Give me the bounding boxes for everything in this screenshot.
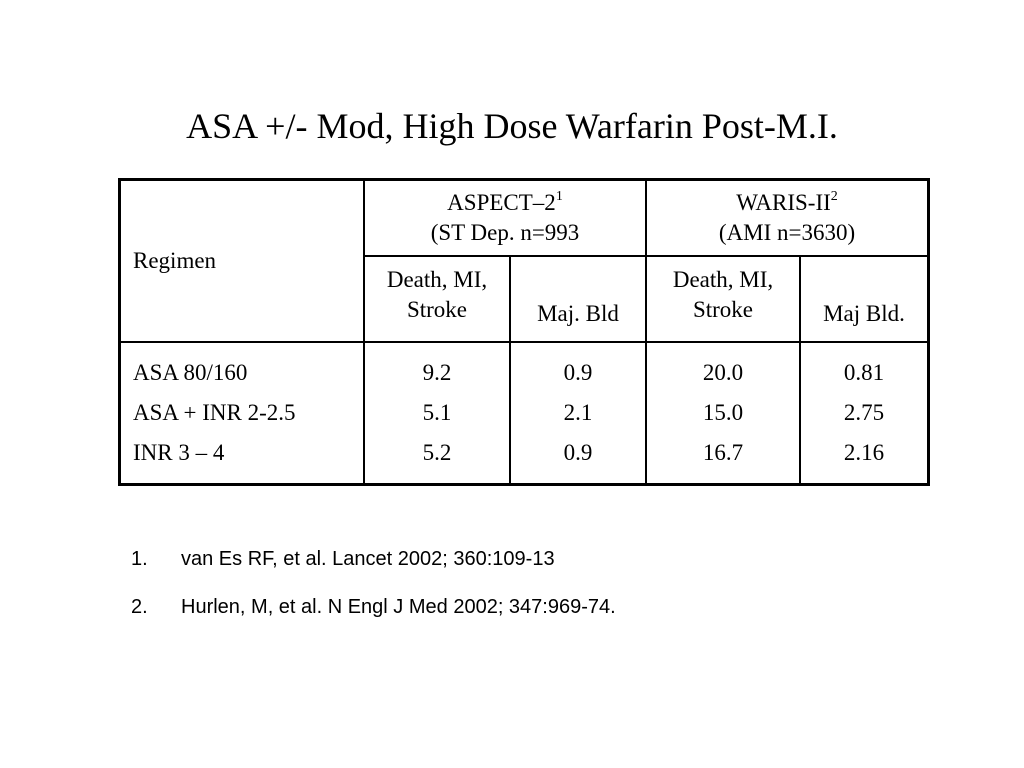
reference-text: Hurlen, M, et al. N Engl J Med 2002; 347… — [181, 596, 616, 618]
table-value: 9.2 — [422, 359, 452, 385]
column-header-line: Death, MI, — [672, 266, 774, 292]
value-cell: 9.2 5.1 5.2 — [363, 340, 511, 485]
regimen-header: Regimen — [118, 178, 365, 343]
column-header: Maj. Bld — [509, 254, 647, 343]
table-value: 2.75 — [843, 399, 885, 425]
study-subtitle: (ST Dep. n=993 — [430, 219, 580, 245]
value-cell: 0.9 2.1 0.9 — [509, 340, 647, 485]
study-name: WARIS-II — [736, 189, 831, 215]
study-header-waris: WARIS-II2 (AMI n=3630) — [645, 178, 930, 257]
study-name: ASPECT–2 — [447, 189, 556, 215]
table-header-row-outcomes: Death, MI, Stroke Maj. Bld Death, MI, St… — [120, 254, 930, 343]
table-value: 20.0 — [702, 359, 744, 385]
study-ref: 2 — [830, 188, 838, 204]
table-value: 15.0 — [702, 399, 744, 425]
regimen-label: INR 3 – 4 — [133, 439, 225, 465]
table-value: 0.81 — [843, 359, 885, 385]
table-value: 2.1 — [563, 399, 593, 425]
study-header-aspect: ASPECT–21 (ST Dep. n=993 — [363, 178, 647, 257]
table-value: 0.9 — [563, 439, 593, 465]
column-header-line: Stroke — [406, 296, 468, 322]
table-value: 2.16 — [843, 439, 885, 465]
column-header: Death, MI, Stroke — [363, 254, 511, 343]
value-cell: 0.81 2.75 2.16 — [799, 340, 930, 485]
table-value: 5.1 — [422, 399, 452, 425]
regimen-label: ASA + INR 2-2.5 — [133, 399, 296, 425]
column-header-line: Stroke — [692, 296, 754, 322]
reference-number: 1. — [131, 548, 148, 570]
table-value: 0.9 — [563, 359, 593, 385]
table-body-row: ASA 80/160 ASA + INR 2-2.5 INR 3 – 4 9.2… — [118, 340, 930, 485]
table-value: 16.7 — [702, 439, 744, 465]
regimen-cell: ASA 80/160 ASA + INR 2-2.5 INR 3 – 4 — [118, 340, 365, 485]
column-header: Maj Bld. — [799, 254, 930, 343]
reference-text: van Es RF, et al. Lancet 2002; 360:109-1… — [181, 548, 555, 570]
column-header-line: Death, MI, — [386, 266, 488, 292]
table-value: 5.2 — [422, 439, 452, 465]
study-ref: 1 — [555, 188, 563, 204]
regimen-label: ASA 80/160 — [133, 359, 248, 385]
results-table: Regimen ASPECT–21 (ST Dep. n=993 WARIS-I… — [118, 178, 930, 486]
table-header-row-studies: Regimen ASPECT–21 (ST Dep. n=993 WARIS-I… — [118, 178, 930, 343]
value-cell: 20.0 15.0 16.7 — [645, 340, 801, 485]
study-subtitle: (AMI n=3630) — [718, 219, 856, 245]
slide-title: ASA +/- Mod, High Dose Warfarin Post-M.I… — [186, 106, 838, 146]
column-header: Death, MI, Stroke — [645, 254, 801, 343]
reference-number: 2. — [131, 596, 148, 618]
